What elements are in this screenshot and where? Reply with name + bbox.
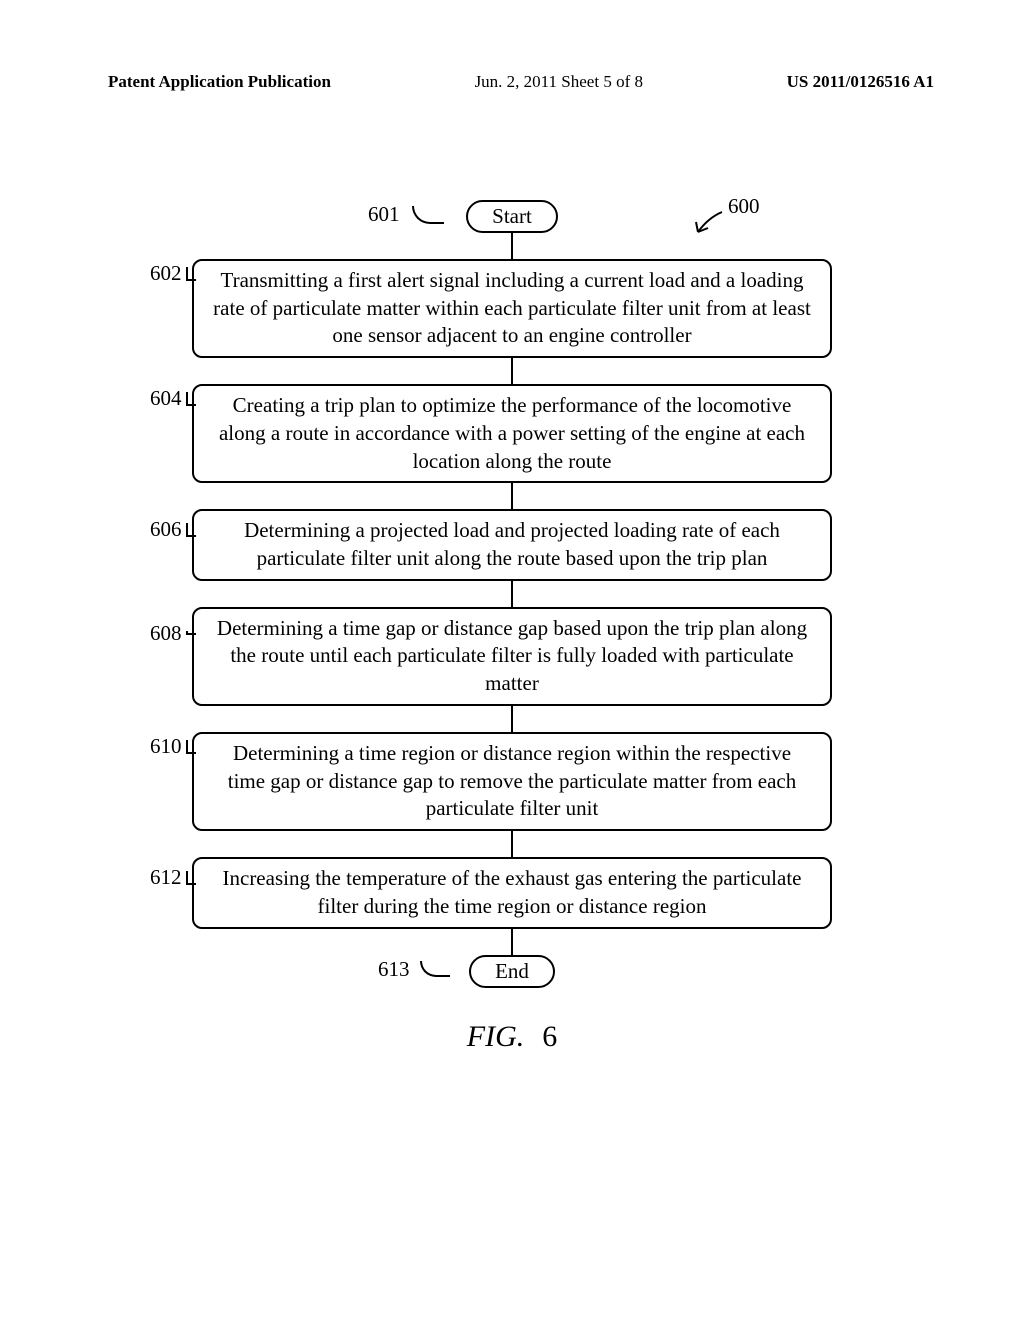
figure-number: 6: [542, 1020, 557, 1053]
step-602: 602 Transmitting a first alert signal in…: [0, 259, 1024, 358]
end-step: 613 End: [0, 955, 1024, 988]
connector: [511, 483, 514, 509]
ref-602: 602: [150, 261, 182, 286]
header-center: Jun. 2, 2011 Sheet 5 of 8: [475, 72, 643, 92]
connector: [511, 233, 514, 259]
connector: [511, 581, 514, 607]
ref-604: 604: [150, 386, 182, 411]
ref-608: 608: [150, 621, 182, 646]
process-box: Creating a trip plan to optimize the per…: [192, 384, 832, 483]
process-box: Determining a time region or distance re…: [192, 732, 832, 831]
page-header: Patent Application Publication Jun. 2, 2…: [0, 72, 1024, 92]
ref-610: 610: [150, 734, 182, 759]
process-box: Increasing the temperature of the exhaus…: [192, 857, 832, 928]
figure-label: FIG.: [467, 1020, 524, 1053]
connector: [511, 706, 514, 732]
step-606: 606 Determining a projected load and pro…: [0, 509, 1024, 580]
ref-601: 601: [368, 202, 400, 227]
connector: [511, 929, 514, 955]
ref-612: 612: [150, 865, 182, 890]
process-box: Determining a time gap or distance gap b…: [192, 607, 832, 706]
step-608: 608 Determining a time gap or distance g…: [0, 607, 1024, 706]
process-box: Transmitting a first alert signal includ…: [192, 259, 832, 358]
lead-line: [412, 206, 444, 224]
process-box: Determining a projected load and project…: [192, 509, 832, 580]
start-terminal: Start: [466, 200, 558, 233]
ref-613: 613: [378, 957, 410, 982]
connector: [511, 358, 514, 384]
step-612: 612 Increasing the temperature of the ex…: [0, 857, 1024, 928]
step-610: 610 Determining a time region or distanc…: [0, 732, 1024, 831]
ref-606: 606: [150, 517, 182, 542]
end-terminal: End: [469, 955, 555, 988]
flowchart-600: 600 601 Start 602 Transmitting a first a…: [0, 200, 1024, 988]
figure-caption: FIG. 6: [0, 1020, 1024, 1054]
start-step: 601 Start: [0, 200, 1024, 233]
step-604: 604 Creating a trip plan to optimize the…: [0, 384, 1024, 483]
lead-line: [420, 961, 450, 977]
header-right: US 2011/0126516 A1: [787, 72, 934, 92]
connector: [511, 831, 514, 857]
header-left: Patent Application Publication: [108, 72, 331, 92]
